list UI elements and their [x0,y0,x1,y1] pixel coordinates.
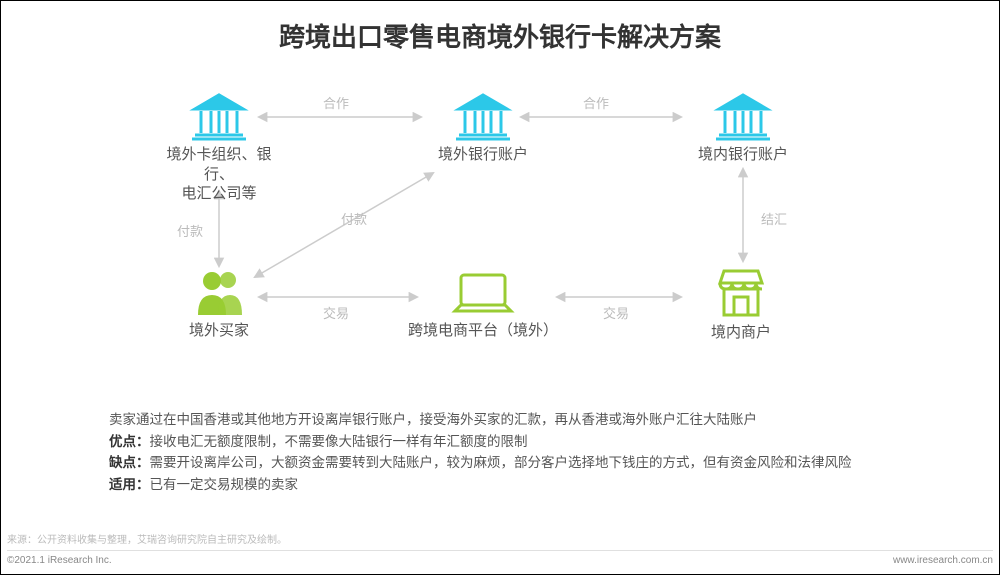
edge-label: 合作 [583,93,609,112]
cons-label: 缺点： [109,455,150,470]
node-domestic-merchant: 境内商户 [686,267,796,343]
cons-text: 需要开设离岸公司，大额资金需要转到大陆账户，较为麻烦，部分客户选择地下钱庄的方式… [150,455,852,470]
apply-label: 适用： [109,477,150,492]
footer-bar: ©2021.1 iResearch Inc. www.iresearch.com… [7,550,993,566]
footer-copyright: ©2021.1 iResearch Inc. [7,555,112,566]
node-crossborder-platform: 跨境电商平台（境外） [403,269,563,341]
desc-intro: 卖家通过在中国香港或其他地方开设离岸银行账户，接受海外买家的汇款，再从香港或海外… [109,409,929,431]
people-icon [192,269,246,317]
node-label: 境内银行账户 [683,145,803,165]
apply-text: 已有一定交易规模的卖家 [150,477,299,492]
desc-apply: 适用：已有一定交易规模的卖家 [109,474,929,496]
flow-diagram: 境外卡组织、银行、电汇公司等 境外银行账户 境内银行账户 境外买家 [1,61,1000,401]
pros-text: 接收电汇无额度限制，不需要像大陆银行一样有年汇额度的限制 [150,434,528,449]
laptop-icon [451,269,515,317]
pros-label: 优点： [109,434,150,449]
edge-label: 交易 [603,303,629,322]
node-label: 境外卡组织、银行、电汇公司等 [159,145,279,204]
node-label: 境内商户 [686,323,796,343]
desc-cons: 缺点：需要开设离岸公司，大额资金需要转到大陆账户，较为麻烦，部分客户选择地下钱庄… [109,452,929,474]
node-foreign-bank-account: 境外银行账户 [423,91,543,165]
edge-label: 交易 [323,303,349,322]
slide-frame: 跨境出口零售电商境外银行卡解决方案 境外卡组织、银行、电汇公司等 境外银行账户 [0,0,1000,575]
edge-label: 付款 [341,209,367,228]
page-title: 跨境出口零售电商境外银行卡解决方案 [1,1,999,54]
edge-label: 付款 [177,221,203,240]
node-foreign-buyer: 境外买家 [164,269,274,341]
footer-source: 来源：公开资料收集与整理，艾瑞咨询研究院自主研究及绘制。 [7,531,287,546]
description-block: 卖家通过在中国香港或其他地方开设离岸银行账户，接受海外买家的汇款，再从香港或海外… [109,409,929,495]
bank-icon [713,91,773,141]
shop-icon [714,267,768,319]
node-domestic-bank-account: 境内银行账户 [683,91,803,165]
edge-label: 合作 [323,93,349,112]
node-label: 境外银行账户 [423,145,543,165]
edge-label: 结汇 [761,209,787,228]
node-label: 境外买家 [164,321,274,341]
node-foreign-card-org: 境外卡组织、银行、电汇公司等 [159,91,279,204]
footer-url: www.iresearch.com.cn [893,555,993,566]
bank-icon [189,91,249,141]
bank-icon [453,91,513,141]
node-label: 跨境电商平台（境外） [403,321,563,341]
desc-pros: 优点：接收电汇无额度限制，不需要像大陆银行一样有年汇额度的限制 [109,431,929,453]
